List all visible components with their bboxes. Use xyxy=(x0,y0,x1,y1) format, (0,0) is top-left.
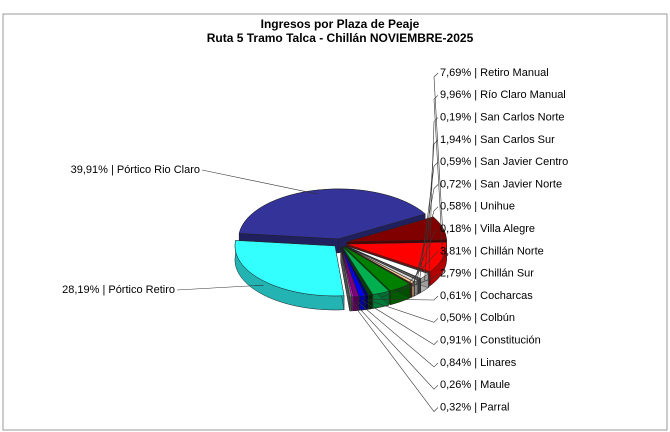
leader-line xyxy=(400,251,439,293)
leader-line xyxy=(433,72,444,233)
slice-top xyxy=(343,246,411,292)
slice xyxy=(340,247,353,312)
data-label: 0,19% | San Carlos Norte xyxy=(440,112,565,124)
leader-line xyxy=(366,299,439,323)
data-label: 0,26% | Maule xyxy=(440,379,510,391)
data-label: 0,32% | Parral xyxy=(440,401,510,413)
data-label: 28,19% | Pórtico Retiro xyxy=(62,284,175,296)
slice-top xyxy=(238,188,426,240)
slice-top xyxy=(340,247,353,298)
leader-line xyxy=(418,161,439,284)
slice xyxy=(234,240,345,311)
leader-line xyxy=(201,169,319,195)
data-label: 1,94% | San Carlos Sur xyxy=(440,134,555,146)
data-label: 0,58% | Unihue xyxy=(440,201,515,213)
data-label: 0,61% | Cocharcas xyxy=(440,290,533,302)
slice-top xyxy=(342,246,390,295)
leader-line xyxy=(352,300,439,390)
leader-line xyxy=(381,273,439,298)
data-label: 39,91% | Pórtico Rio Claro xyxy=(71,164,200,176)
data-label: 0,72% | San Javier Norte xyxy=(440,178,562,190)
chart-subtitle: Ruta 5 Tramo Talca - Chillán NOVIEMBRE-2… xyxy=(207,31,474,45)
data-label: 0,59% | San Javier Centro xyxy=(440,156,568,168)
leader-line xyxy=(350,300,439,412)
data-label: 0,84% | Linares xyxy=(440,357,517,369)
leader-line xyxy=(433,95,444,262)
leader-line xyxy=(428,117,439,278)
data-label: 3,81% | Chillán Norte xyxy=(440,245,544,257)
data-label: 0,50% | Colbún xyxy=(440,312,515,324)
leader-line xyxy=(370,295,439,301)
slice-top xyxy=(234,240,345,297)
leader-line xyxy=(410,228,439,288)
slice-top xyxy=(344,245,413,284)
data-label: 0,18% | Villa Alegre xyxy=(440,223,535,235)
leader-line xyxy=(176,284,264,291)
chart-title: Ingresos por Plaza de Peaje xyxy=(261,17,420,31)
leader-line xyxy=(356,300,439,368)
slice-top xyxy=(341,246,369,296)
data-label: 9,96% | Río Claro Manual xyxy=(440,89,566,101)
data-label: 7,69% | Retiro Manual xyxy=(440,67,549,79)
data-label: 0,91% | Constitución xyxy=(440,335,541,347)
data-label: 2,79% | Chillán Sur xyxy=(440,268,534,280)
leader-line xyxy=(412,206,439,287)
leader-line xyxy=(424,139,439,281)
leader-line xyxy=(361,299,439,345)
slice-top xyxy=(341,247,366,297)
